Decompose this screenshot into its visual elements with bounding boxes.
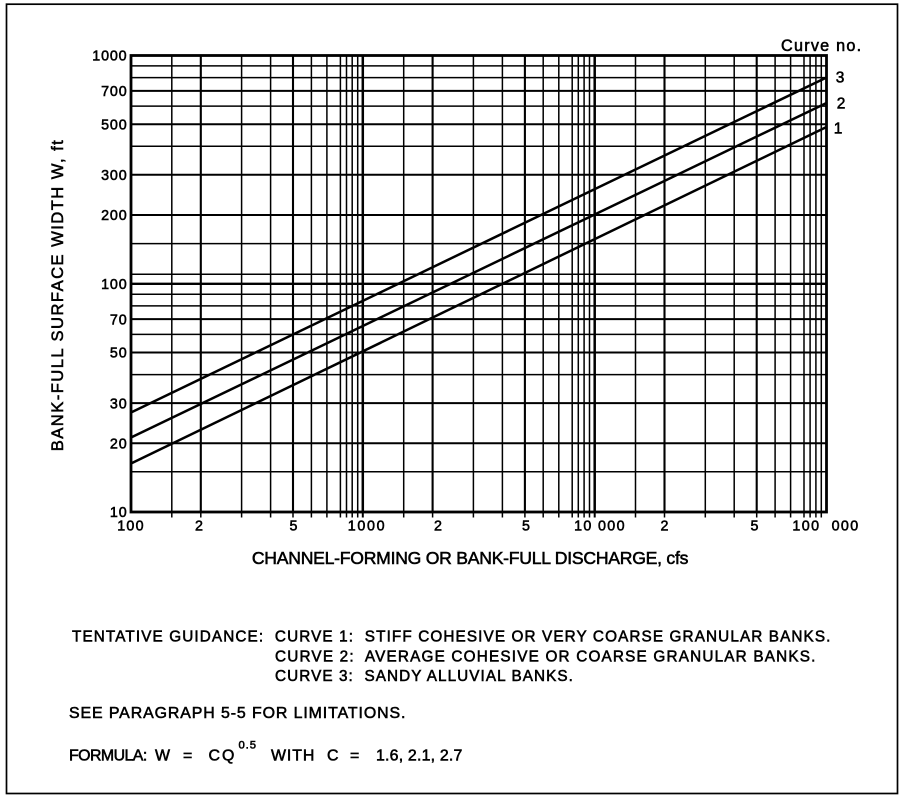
svg-text:30: 30 bbox=[110, 396, 128, 412]
svg-text:TENTATIVE GUIDANCE: CURVE 1:: TENTATIVE GUIDANCE: CURVE 1: STIFF COHES… bbox=[72, 629, 832, 646]
svg-text:2: 2 bbox=[837, 96, 846, 113]
svg-text:BANK-FULL SURFACE WIDTH W, ft: BANK-FULL SURFACE WIDTH W, ft bbox=[48, 139, 67, 452]
svg-text:2: 2 bbox=[434, 519, 442, 535]
svg-text:3: 3 bbox=[836, 70, 845, 87]
svg-text:1000: 1000 bbox=[348, 519, 387, 535]
svg-text:SEE PARAGRAPH 5-5 FOR LIMITATI: SEE PARAGRAPH 5-5 FOR LIMITATIONS. bbox=[69, 705, 406, 722]
svg-text:10: 10 bbox=[110, 505, 128, 521]
svg-text:500: 500 bbox=[101, 117, 127, 133]
svg-text:100: 100 bbox=[101, 277, 127, 293]
svg-text:200: 200 bbox=[101, 208, 127, 224]
svg-text:20: 20 bbox=[110, 436, 128, 452]
svg-text:700: 700 bbox=[101, 84, 127, 100]
svg-text:70: 70 bbox=[110, 312, 128, 328]
svg-text:CURVE 3: SANDY ALLUVIAL BANKS: CURVE 3: SANDY ALLUVIAL BANKS. bbox=[275, 668, 574, 685]
svg-text:50: 50 bbox=[110, 346, 128, 362]
svg-text:100: 100 bbox=[117, 519, 144, 535]
svg-text:5: 5 bbox=[290, 519, 298, 535]
svg-text:10 000: 10 000 bbox=[574, 519, 626, 535]
svg-text:CHANNEL-FORMING OR BANK-FULL D: CHANNEL-FORMING OR BANK-FULL DISCHARGE, … bbox=[252, 548, 689, 568]
svg-text:CURVE 2: AVERAGE COHESIVE OR: CURVE 2: AVERAGE COHESIVE OR COARSE GRAN… bbox=[275, 648, 817, 665]
svg-text:5: 5 bbox=[751, 519, 759, 535]
svg-text:1: 1 bbox=[834, 121, 843, 138]
svg-text:Curve no.: Curve no. bbox=[781, 37, 862, 55]
svg-text:100 000: 100 000 bbox=[792, 519, 859, 535]
svg-text:2: 2 bbox=[195, 519, 203, 535]
svg-text:5: 5 bbox=[522, 519, 530, 535]
svg-text:1000: 1000 bbox=[92, 49, 127, 65]
svg-text:300: 300 bbox=[101, 168, 127, 184]
svg-text:2: 2 bbox=[661, 519, 669, 535]
